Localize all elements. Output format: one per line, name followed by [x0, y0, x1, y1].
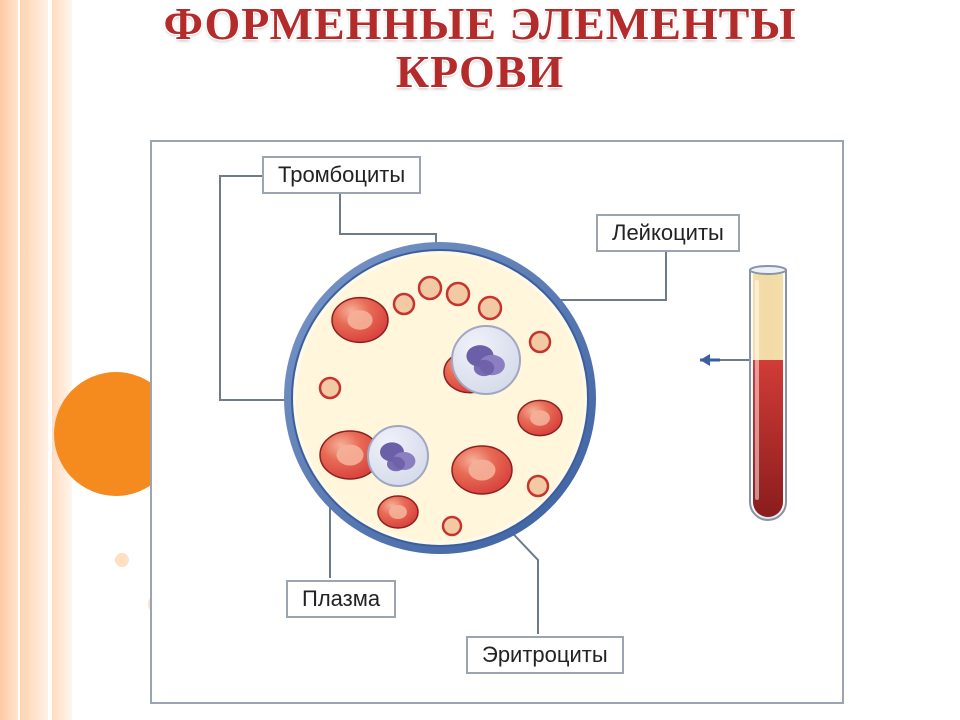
label-leukocytes: Лейкоциты — [596, 214, 740, 252]
diagram-svg — [0, 0, 960, 720]
slide-stage: ФОРМЕННЫЕ ЭЛЕМЕНТЫ КРОВИ Тромбоциты Лейк… — [0, 0, 960, 720]
label-plasma: Плазма — [286, 580, 396, 618]
label-text: Лейкоциты — [612, 220, 724, 245]
label-erythrocytes: Эритроциты — [466, 636, 624, 674]
label-thrombocytes: Тромбоциты — [262, 156, 421, 194]
label-text: Эритроциты — [482, 642, 608, 667]
label-text: Плазма — [302, 586, 380, 611]
label-text: Тромбоциты — [278, 162, 405, 187]
